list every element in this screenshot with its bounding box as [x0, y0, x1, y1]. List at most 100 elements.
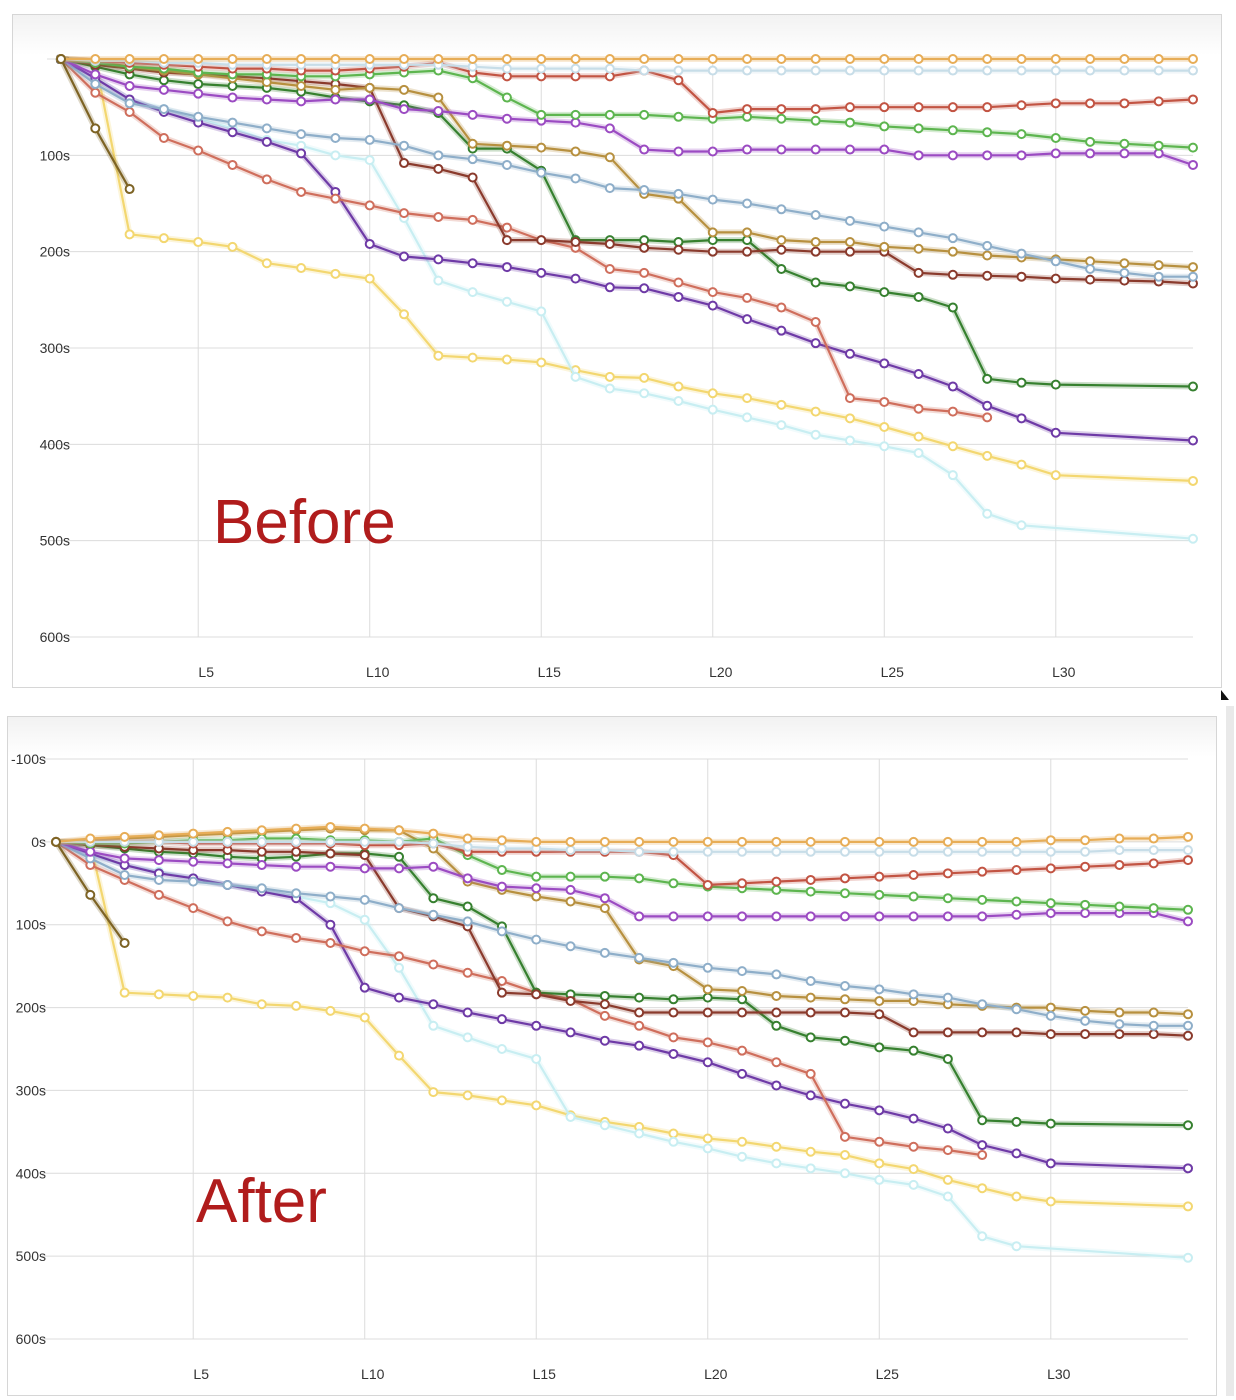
data-point[interactable] — [599, 1120, 610, 1131]
data-point[interactable] — [1153, 140, 1164, 151]
data-point[interactable] — [805, 886, 816, 897]
data-point[interactable] — [742, 292, 753, 303]
data-point[interactable] — [364, 134, 375, 145]
data-point[interactable] — [330, 54, 341, 64]
data-point[interactable] — [501, 63, 512, 74]
data-point[interactable] — [153, 889, 164, 900]
data-point[interactable] — [1085, 148, 1096, 159]
data-point[interactable] — [942, 868, 953, 879]
data-point[interactable] — [810, 246, 821, 257]
data-point[interactable] — [193, 111, 204, 122]
data-point[interactable] — [604, 282, 615, 293]
data-point[interactable] — [771, 1141, 782, 1152]
data-point[interactable] — [879, 221, 890, 232]
data-point[interactable] — [673, 244, 684, 255]
data-point[interactable] — [771, 1080, 782, 1091]
data-point[interactable] — [261, 123, 272, 134]
data-point[interactable] — [565, 871, 576, 882]
data-point[interactable] — [256, 926, 267, 937]
data-point[interactable] — [737, 1136, 748, 1147]
data-point[interactable] — [771, 1020, 782, 1031]
data-point[interactable] — [1114, 845, 1125, 856]
data-point[interactable] — [1114, 901, 1125, 912]
data-point[interactable] — [634, 1128, 645, 1139]
data-point[interactable] — [639, 109, 650, 120]
data-point[interactable] — [810, 237, 821, 248]
data-point[interactable] — [1011, 909, 1022, 920]
data-point[interactable] — [1153, 96, 1164, 107]
data-point[interactable] — [1188, 262, 1198, 273]
data-point[interactable] — [639, 242, 650, 253]
data-point[interactable] — [668, 957, 679, 968]
data-point[interactable] — [1016, 54, 1027, 64]
data-point[interactable] — [256, 999, 267, 1010]
data-point[interactable] — [501, 140, 512, 151]
data-point[interactable] — [261, 94, 272, 105]
data-point[interactable] — [394, 903, 405, 914]
data-point[interactable] — [1045, 1196, 1056, 1207]
data-point[interactable] — [1080, 899, 1091, 910]
data-point[interactable] — [227, 127, 238, 138]
data-point[interactable] — [879, 241, 890, 252]
data-point[interactable] — [330, 150, 341, 161]
data-point[interactable] — [570, 146, 581, 157]
data-point[interactable] — [1148, 1029, 1159, 1040]
data-point[interactable] — [291, 861, 302, 872]
data-point[interactable] — [947, 125, 958, 136]
data-point[interactable] — [153, 989, 164, 1000]
data-point[interactable] — [501, 159, 512, 170]
data-point[interactable] — [222, 879, 233, 890]
data-point[interactable] — [501, 354, 512, 365]
data-point[interactable] — [742, 104, 753, 115]
data-point[interactable] — [433, 92, 444, 103]
data-point[interactable] — [702, 911, 713, 922]
data-point[interactable] — [942, 1053, 953, 1064]
data-point[interactable] — [1045, 863, 1056, 874]
data-point[interactable] — [702, 962, 713, 973]
data-point[interactable] — [394, 951, 405, 962]
data-point[interactable] — [364, 200, 375, 211]
data-point[interactable] — [942, 1027, 953, 1038]
data-point[interactable] — [1016, 413, 1027, 424]
data-point[interactable] — [1016, 271, 1027, 282]
data-point[interactable] — [942, 1123, 953, 1134]
data-point[interactable] — [707, 404, 718, 415]
data-point[interactable] — [565, 836, 576, 847]
data-point[interactable] — [810, 104, 821, 115]
data-point[interactable] — [394, 992, 405, 1003]
data-point[interactable] — [261, 174, 272, 185]
data-point[interactable] — [879, 65, 890, 76]
data-point[interactable] — [942, 1174, 953, 1185]
data-point[interactable] — [565, 1111, 576, 1122]
data-point[interactable] — [982, 65, 993, 76]
data-point[interactable] — [668, 1007, 679, 1018]
data-point[interactable] — [536, 235, 547, 246]
data-point[interactable] — [536, 306, 547, 317]
data-point[interactable] — [570, 63, 581, 74]
data-point[interactable] — [1183, 1201, 1193, 1212]
data-point[interactable] — [256, 825, 267, 836]
data-point[interactable] — [428, 999, 439, 1010]
data-point[interactable] — [707, 107, 718, 118]
data-point[interactable] — [296, 186, 307, 197]
data-point[interactable] — [531, 891, 542, 902]
data-point[interactable] — [702, 984, 713, 995]
data-point[interactable] — [942, 1191, 953, 1202]
data-point[interactable] — [1188, 142, 1198, 153]
data-point[interactable] — [1016, 100, 1027, 111]
data-point[interactable] — [1183, 1030, 1193, 1041]
data-point[interactable] — [330, 193, 341, 204]
data-point[interactable] — [742, 144, 753, 155]
data-point[interactable] — [810, 406, 821, 417]
data-point[interactable] — [776, 302, 787, 313]
data-point[interactable] — [1050, 54, 1061, 64]
data-point[interactable] — [85, 833, 96, 844]
data-point[interactable] — [839, 1131, 850, 1142]
data-point[interactable] — [737, 911, 748, 922]
data-point[interactable] — [908, 1027, 919, 1038]
data-point[interactable] — [604, 371, 615, 382]
data-point[interactable] — [874, 1105, 885, 1116]
data-point[interactable] — [1148, 845, 1159, 856]
data-point[interactable] — [810, 65, 821, 76]
data-point[interactable] — [119, 937, 130, 948]
